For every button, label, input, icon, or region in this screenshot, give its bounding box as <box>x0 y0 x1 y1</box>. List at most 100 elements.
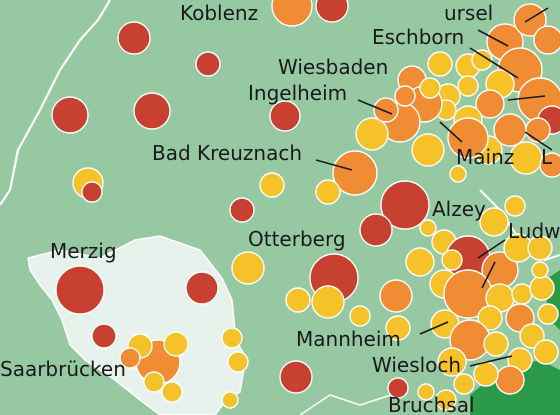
yellow-circle-icon <box>259 172 285 198</box>
state-border-west <box>0 0 111 206</box>
yellow-circle-icon <box>511 283 533 305</box>
state-border-south <box>299 391 401 415</box>
yellow-circle-icon <box>417 383 435 401</box>
leader-mainz <box>439 121 463 143</box>
orange-circle-icon <box>332 150 378 196</box>
yellow-circle-icon <box>441 249 463 271</box>
yellow-circle-icon <box>453 373 475 395</box>
leader-koblenz <box>524 7 549 23</box>
orange-circle-icon <box>475 89 505 119</box>
yellow-circle-icon <box>285 287 311 313</box>
label-wiesbaden: Wiesbaden <box>278 55 388 79</box>
leader-ingelheim <box>357 99 393 115</box>
label-mannheim: Mannheim <box>296 327 401 351</box>
yellow-circle-icon <box>355 117 389 151</box>
yellow-circle-icon <box>509 141 543 175</box>
leader-ludw <box>477 239 506 259</box>
orange-circle-icon <box>533 25 560 55</box>
leader-eschborn <box>469 47 519 79</box>
yellow-circle-icon <box>471 49 493 71</box>
red-circle-icon <box>359 213 393 247</box>
label-bad-kreuznach: Bad Kreuznach <box>152 141 302 165</box>
leader-wiesbaden-right <box>507 95 546 101</box>
label-saarbruecken: Saarbrücken <box>0 357 126 381</box>
yellow-circle-icon <box>537 303 559 325</box>
yellow-circle-icon <box>385 315 411 341</box>
red-circle-icon <box>387 377 409 399</box>
label-wiesloch: Wiesloch <box>372 353 461 377</box>
label-edge-l: L <box>541 145 553 169</box>
red-circle-icon <box>315 0 349 23</box>
yellow-circle-icon <box>311 285 345 319</box>
yellow-circle-icon <box>449 165 467 183</box>
yellow-circle-icon <box>419 219 437 237</box>
yellow-circle-icon <box>435 389 457 411</box>
label-leaders <box>315 7 553 367</box>
orange-circle-icon <box>119 347 141 369</box>
orange-circle-icon <box>271 0 313 27</box>
label-alzey: Alzey <box>432 197 486 221</box>
yellow-circle-icon <box>477 305 503 331</box>
orange-circle-icon <box>394 85 416 107</box>
orange-circle-icon <box>539 152 560 178</box>
yellow-circle-icon <box>437 347 467 377</box>
yellow-circle-icon <box>533 339 559 365</box>
yellow-circle-icon <box>163 331 189 357</box>
yellow-circle-icon <box>479 207 509 237</box>
orange-circle-icon <box>373 97 399 123</box>
orange-circle-icon <box>495 365 525 395</box>
label-ingelheim: Ingelheim <box>248 81 347 105</box>
label-otterberg: Otterberg <box>248 227 346 251</box>
red-circle-icon <box>185 271 219 305</box>
yellow-circle-icon <box>531 261 549 279</box>
leader-bad-kreuznach <box>315 159 353 171</box>
label-bruchsal: Bruchsal <box>388 393 475 415</box>
yellow-circle-icon <box>504 195 526 217</box>
yellow-circle-icon <box>315 179 341 205</box>
yellow-circle-icon <box>427 51 453 77</box>
label-merzig: Merzig <box>50 239 117 263</box>
orange-circle-icon <box>493 113 527 147</box>
yellow-circle-icon <box>161 381 183 403</box>
red-circle-icon <box>195 51 221 77</box>
leader-wiesloch <box>469 355 513 367</box>
leader-mannheim <box>419 321 449 335</box>
red-circle-icon <box>91 323 117 349</box>
yellow-circle-icon <box>405 247 435 277</box>
leader-ludw-2 <box>481 261 496 289</box>
red-circle-icon <box>269 100 301 132</box>
yellow-circle-icon <box>529 275 555 301</box>
red-circle-icon <box>133 92 171 130</box>
red-circle-icon <box>55 265 105 315</box>
label-eschborn: Eschborn <box>372 25 464 49</box>
red-circle-icon <box>51 96 89 134</box>
yellow-circle-icon <box>221 327 243 349</box>
red-circle-icon <box>117 21 151 55</box>
yellow-circle-icon <box>221 391 239 409</box>
orange-circle-icon <box>447 117 489 159</box>
yellow-circle-icon <box>527 235 553 261</box>
label-koblenz: Koblenz <box>180 1 258 25</box>
yellow-circle-icon <box>349 305 371 327</box>
yellow-circle-icon <box>411 133 445 167</box>
yellow-circle-icon <box>227 351 249 373</box>
city-markers <box>51 0 560 411</box>
yellow-circle-icon <box>473 361 499 387</box>
orange-circle-icon <box>513 3 547 37</box>
red-circle-icon <box>229 197 255 223</box>
yellow-circle-icon <box>519 323 545 349</box>
red-circle-icon <box>380 180 430 230</box>
label-ludw: Ludw <box>508 219 560 243</box>
label-mainz: Mainz <box>456 145 514 169</box>
red-circle-icon <box>81 181 103 203</box>
red-circle-icon <box>279 360 313 394</box>
orange-circle-icon <box>525 117 551 143</box>
leader-ursel <box>477 29 509 47</box>
yellow-circle-icon <box>483 331 509 357</box>
yellow-circle-icon <box>457 75 479 97</box>
label-ursel: ursel <box>444 1 493 25</box>
leader-mainz-right <box>524 131 553 151</box>
yellow-circle-icon <box>143 371 165 393</box>
